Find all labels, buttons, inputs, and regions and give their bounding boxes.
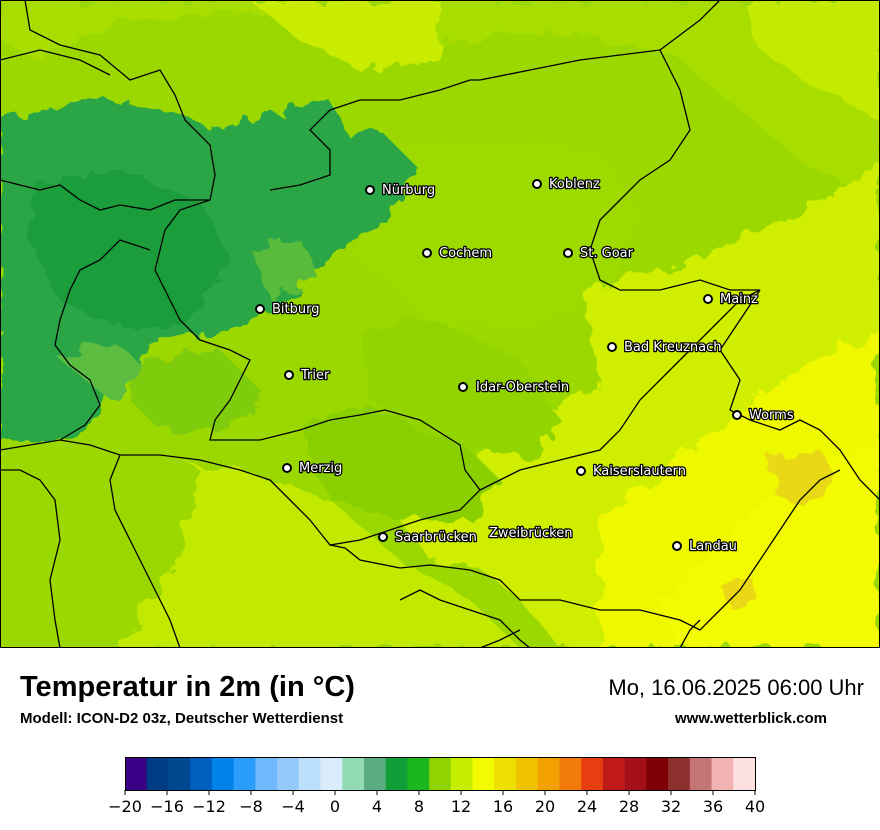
svg-text:St. Goar: St. Goar [580,246,634,261]
city-bad-kreuznach: Bad Kreuznach [607,339,723,356]
tick-label: −20 [108,797,142,816]
color-swatch [342,758,365,790]
tick-label: 16 [493,797,513,816]
color-swatch [668,758,691,790]
tick-label: −4 [281,797,305,816]
city-trier: Trier [284,367,331,384]
color-swatches [125,758,756,790]
color-swatch [646,758,669,790]
svg-text:Kaiserslautern: Kaiserslautern [593,464,686,479]
tick-label: 28 [619,797,639,816]
svg-text:Nürburg: Nürburg [382,183,435,198]
svg-text:Saarbrücken: Saarbrücken [395,530,477,545]
city-nuerburg: Nürburg [365,182,436,199]
city-cochem: Cochem [422,245,493,262]
city-koblenz: Koblenz [532,176,601,193]
city-markers: Nürburg Koblenz Cochem St. Goar Mainz Bi… [255,176,795,555]
color-swatch [233,758,256,790]
city-saarbruecken: Saarbrücken [378,529,478,546]
color-swatch [581,758,604,790]
temperature-field [0,0,880,648]
svg-text:Mainz: Mainz [720,292,758,307]
tick-label: 8 [414,797,424,816]
svg-text:Bad Kreuznach: Bad Kreuznach [624,340,722,355]
svg-text:Worms: Worms [749,408,794,423]
color-swatch [255,758,278,790]
color-swatch [385,758,409,790]
svg-text:Landau: Landau [689,539,737,554]
city-st-goar: St. Goar [563,245,635,262]
temperature-color-scale: −20 −16 −12 −8 −4 0 4 8 12 16 20 24 28 32 36 40 [108,757,765,816]
svg-text:Koblenz: Koblenz [549,177,600,192]
city-zweibruecken: Zweibrücken [488,525,574,543]
color-swatch [277,758,300,790]
city-idar-oberstein: Idar-Oberstein [458,379,570,396]
tick-label: 40 [745,797,765,816]
color-swatch [429,758,452,790]
color-swatch [689,758,713,790]
borders [0,0,880,648]
forecast-datetime: Mo, 16.06.2025 06:00 Uhr [608,675,864,700]
svg-text:Merzig: Merzig [299,461,342,476]
tick-label: 36 [703,797,723,816]
color-swatch [211,758,235,790]
city-worms: Worms [732,407,795,424]
model-info: Modell: ICON-D2 03z, Deutscher Wetterdie… [20,710,344,727]
city-landau: Landau [672,538,738,555]
tick-label: 0 [330,797,340,816]
city-kaiserslautern: Kaiserslautern [576,463,687,480]
color-swatch [733,758,756,790]
tick-label: 32 [661,797,681,816]
color-swatch [363,758,387,790]
color-swatch [146,758,170,790]
map-title: Temperatur in 2m (in °C) [20,671,355,703]
color-swatch [320,758,343,790]
color-swatch [168,758,191,790]
city-merzig: Merzig [282,460,344,477]
scale-ticks: −20 −16 −12 −8 −4 0 4 8 12 16 20 24 28 32 36 40 [108,790,765,816]
color-swatch [450,758,474,790]
svg-text:Trier: Trier [300,368,330,383]
color-swatch [602,758,626,790]
color-swatch [624,758,647,790]
color-swatch [494,758,517,790]
tick-label: 12 [451,797,471,816]
svg-text:Cochem: Cochem [439,246,492,261]
tick-label: −8 [239,797,263,816]
svg-text:Idar-Oberstein: Idar-Oberstein [476,380,569,395]
color-swatch [559,758,582,790]
svg-text:Bitburg: Bitburg [272,302,320,317]
svg-text:Zweibrücken: Zweibrücken [489,526,572,541]
tick-label: −12 [192,797,226,816]
color-swatch [711,758,734,790]
color-swatch [472,758,495,790]
color-swatch [125,758,148,790]
tick-label: 4 [372,797,382,816]
website-url[interactable]: www.wetterblick.com [675,710,827,727]
city-mainz: Mainz [703,291,759,308]
temperature-map: Nürburg Koblenz Cochem St. Goar Mainz Bi… [0,0,880,648]
color-swatch [298,758,322,790]
tick-label: 20 [535,797,555,816]
tick-label: 24 [577,797,597,816]
color-swatch [190,758,213,790]
color-swatch [407,758,430,790]
tick-label: −16 [150,797,184,816]
color-swatch [537,758,561,790]
color-swatch [516,758,539,790]
city-bitburg: Bitburg [255,301,321,318]
